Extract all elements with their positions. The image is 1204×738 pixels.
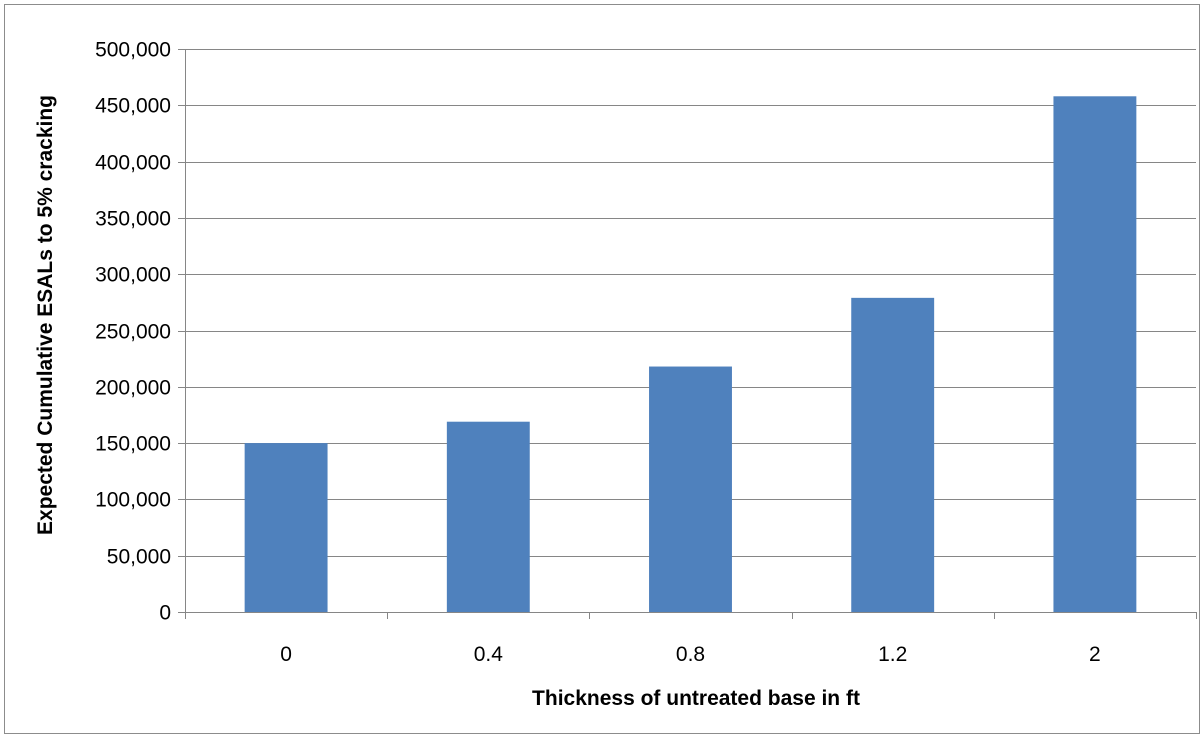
y-tick-label: 500,000 [95,39,171,62]
y-tick-label: 400,000 [95,152,171,175]
bar [851,297,935,612]
y-tick-label: 450,000 [95,95,171,118]
bar [446,421,530,612]
y-tick-label: 250,000 [95,321,171,344]
axes [185,49,1197,619]
x-tick-label: 0.8 [676,643,705,666]
y-tick-label: 100,000 [95,489,171,512]
x-axis-title: Thickness of untreated base in ft [532,687,860,710]
y-tick-label: 200,000 [95,377,171,400]
bars [244,96,1137,613]
x-tick-label: 0 [280,643,292,666]
bar [649,366,732,612]
bar [1053,96,1137,613]
x-tick-label: 0.4 [474,643,504,666]
x-tick-labels: 0 0.4 0.8 1.2 2 [280,643,1100,666]
y-tick-label: 350,000 [95,208,171,231]
y-tick-label: 50,000 [107,546,171,569]
y-tick-label: 0 [159,602,171,625]
chart-frame: 0 50,000 100,000 150,000 200,000 250,000 300,0… [4,4,1200,734]
bar-chart: 0 50,000 100,000 150,000 200,000 250,000 300,0… [34,39,1197,710]
y-tick-labels: 0 50,000 100,000 150,000 200,000 250,000 300,0… [95,39,171,625]
y-tick-label: 300,000 [95,264,171,287]
y-axis-title: Expected Cumulative ESALs to 5% cracking [34,95,57,535]
y-tick-label: 150,000 [95,433,171,456]
bar [244,443,328,612]
x-tick-label: 1.2 [878,643,907,666]
x-tick-label: 2 [1089,643,1101,666]
